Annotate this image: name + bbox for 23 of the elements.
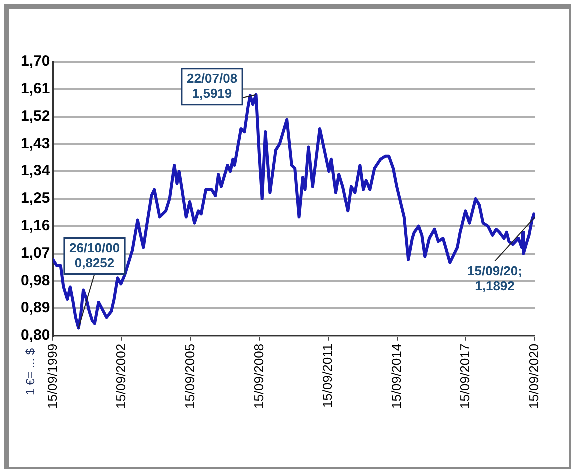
annotation: 26/10/00 0,8252 <box>69 240 120 270</box>
y-tick-label: 1,25 <box>20 190 50 208</box>
x-tick-label: 15/09/1999 <box>44 344 60 410</box>
y-tick-label: 1,34 <box>20 162 51 180</box>
x-tick-label: 15/09/2005 <box>182 344 198 410</box>
annotation: 22/07/08 1,5919 <box>186 70 238 101</box>
y-tick-label: 1,07 <box>20 244 50 262</box>
y-axis-title: 1 €= ... $ <box>24 348 38 396</box>
x-tick-label: 15/09/2014 <box>388 344 404 410</box>
x-tick-label: 15/09/2020 <box>526 344 542 410</box>
y-tick-label: 0,80 <box>20 327 50 344</box>
y-tick-label: 0,98 <box>20 272 50 290</box>
x-tick-label: 15/09/2011 <box>320 344 336 408</box>
x-tick-label: 15/09/2002 <box>114 344 129 410</box>
y-tick-label: 0,89 <box>20 300 50 317</box>
y-tick-label: 1,52 <box>20 108 50 125</box>
x-tick-label: 15/09/2017 <box>458 344 473 410</box>
y-tick-label: 1,43 <box>20 135 50 152</box>
x-tick-label: 15/09/2008 <box>251 344 266 410</box>
annotation: 15/09/20; 1,1892 <box>468 264 522 294</box>
y-tick-label: 1,61 <box>20 80 50 98</box>
y-tick-label: 1,70 <box>20 53 50 70</box>
y-tick-label: 1,16 <box>20 218 50 235</box>
